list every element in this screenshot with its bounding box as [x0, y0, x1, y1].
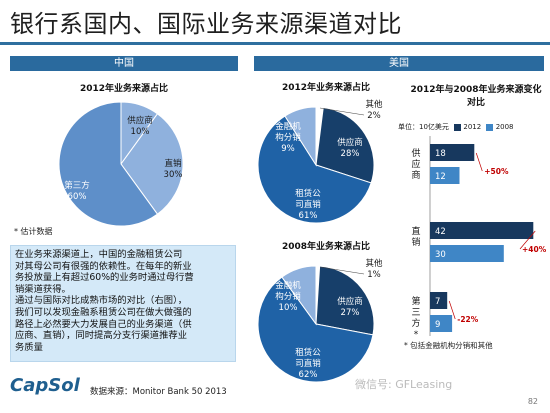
legend-swatch-2012 [454, 123, 462, 131]
growth-arrow [475, 152, 483, 172]
pie-slice [257, 115, 372, 224]
growth-label: -22% [457, 315, 479, 324]
textbox-line: 对其母公司有很强的依赖性。在每年的新业 [15, 260, 192, 272]
growth-arrow [519, 230, 536, 250]
bar-category-label: 应 [411, 158, 420, 170]
capsol-logo: CapSol [10, 375, 80, 396]
pie-slice-label: 供应商 [337, 296, 363, 307]
pie-value-label: 28% [341, 149, 360, 159]
us-2012-pie-title: 2012年业务来源占比 [281, 83, 371, 93]
bar-category-label: * [414, 330, 419, 340]
growth-arrow [448, 300, 456, 320]
pie-slice-label: 构分销 [275, 132, 301, 143]
pie-slice-label: 直销 [164, 158, 182, 169]
pie-value-label: 60% [68, 192, 87, 202]
textbox-line: 我们可以发现金融系租赁公司在做大做强的 [15, 306, 192, 318]
textbox-line: 务投放量上有超过60%的业务时通过母行营 [15, 272, 194, 284]
pie-slice [315, 106, 375, 184]
bar [430, 222, 534, 239]
us-header: 美国 [254, 56, 544, 71]
textbox-line: 在业务来源渠道上，中国的金融租赁公司 [15, 249, 183, 260]
bar-value-label: 18 [435, 149, 446, 159]
pie-slice [58, 101, 159, 227]
pie-value-label: 30% [164, 170, 183, 180]
legend-swatch-2008 [486, 123, 494, 131]
data-source: 数据来源：Monitor Bank 50 2013 [90, 387, 227, 397]
bar-category-label: 直 [411, 225, 420, 237]
legend-label-2008: 2008 [495, 123, 514, 131]
pie-value-label: 10% [131, 127, 150, 137]
pie-slice-label: 金融机 [275, 121, 301, 132]
page-number: 82 [527, 397, 538, 406]
textbox-line: 应商、直销），同时提高分支行渠道推荐业 [15, 330, 187, 342]
pie-value-label: 62% [299, 370, 318, 380]
pie-leader-line [319, 266, 365, 275]
bar-footnote: * 包括金融机构分销和其他 [404, 341, 493, 350]
pie-value-label: 2% [367, 111, 381, 121]
title-divider [0, 42, 550, 45]
china-pie-title: 2012年业务来源占比 [79, 84, 169, 94]
pie-value-label: 1% [367, 270, 381, 280]
bar [430, 245, 504, 262]
textbox-line: 销渠道获得。 [15, 283, 71, 295]
pie-slice-label: 租赁公 [295, 188, 321, 199]
bar [430, 167, 460, 184]
bar [430, 292, 448, 309]
growth-label: +40% [522, 245, 547, 254]
estimate-note: * 估计数据 [14, 227, 53, 236]
pie-slice-label: 租赁公 [295, 347, 321, 358]
pie-slice-label: 供应商 [127, 115, 153, 126]
pie-slice-label: 司直销 [295, 199, 321, 210]
bar-category-label: 商 [411, 169, 420, 181]
bar-category-label: 销 [411, 236, 420, 248]
us-2008-pie-title: 2008年业务来源占比 [281, 242, 371, 252]
legend-label-2012: 2012 [463, 123, 482, 131]
wechat-watermark: 微信号: GFLeasing [355, 378, 453, 391]
pie-slice-label: 构分销 [275, 291, 301, 302]
pie-value-label: 27% [341, 308, 360, 318]
bar-value-label: 9 [435, 320, 440, 330]
pie-slice-label: 其他 [365, 99, 383, 110]
textbox-line: 通过与国际对比成熟市场的对比（右图）， [15, 295, 187, 307]
pie-slice-label: 第三方 [64, 180, 90, 191]
textbox-line: 路径上必然要大力发展自己的业务渠道（供 [15, 318, 192, 330]
pie-slice-label: 金融机 [275, 280, 301, 291]
unit-label: 单位：10亿美元 [398, 123, 449, 131]
bar-value-label: 30 [435, 250, 446, 260]
growth-label: +50% [484, 167, 509, 176]
pie-leader-line [319, 107, 365, 116]
pie-slice [120, 113, 184, 215]
bar-value-label: 42 [435, 227, 446, 237]
bar-legend: 单位：10亿美元 2012 2008 [398, 122, 514, 132]
pie-value-label: 61% [299, 211, 318, 221]
bar [430, 315, 453, 332]
page-title: 银行系国内、国际业务来源渠道对比 [10, 10, 402, 38]
bar-value-label: 12 [435, 172, 446, 182]
analysis-textbox: 在业务来源渠道上，中国的金融租赁公司 对其母公司有很强的依赖性。在每年的新业 务… [10, 245, 236, 362]
pie-slice-label: 供应商 [337, 137, 363, 148]
bar-category-label: 三 [411, 308, 420, 318]
pie-value-label: 10% [279, 303, 298, 313]
china-header: 中国 [10, 56, 238, 71]
bar-category-label: 方 [411, 317, 420, 329]
bar-category-label: 供 [411, 147, 420, 159]
pie-slice [315, 265, 375, 336]
bar-category-label: 第 [411, 295, 420, 307]
pie-slice [257, 276, 374, 383]
pie-slice-label: 司直销 [295, 358, 321, 369]
bar-chart-title: 2012年与2008年业务来源变化对比 [410, 85, 542, 108]
bar-chart: 供应商 18 12 +50% 直销 42 30 +40% 第三方* 7 9 -22% [411, 136, 547, 340]
bar-value-label: 7 [435, 297, 440, 307]
textbox-line: 务质量 [15, 341, 43, 353]
pie-slice [281, 265, 317, 326]
bar [430, 144, 475, 161]
pie-value-label: 9% [281, 144, 295, 154]
pie-slice-label: 其他 [365, 258, 383, 269]
pie-slice [284, 106, 317, 167]
